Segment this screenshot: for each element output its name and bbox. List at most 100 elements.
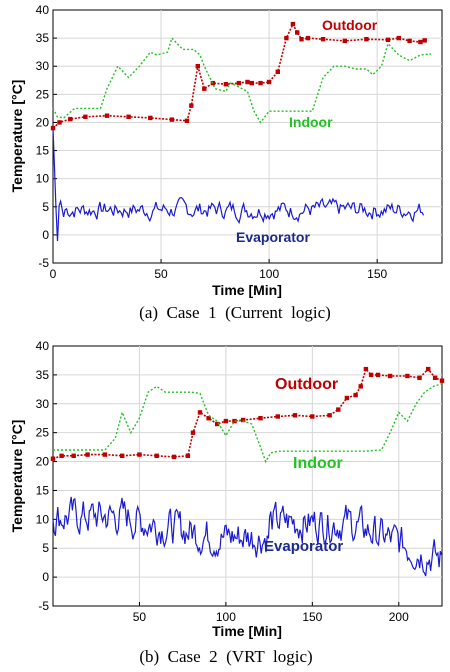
y-tick-label: -5 xyxy=(38,599,49,613)
series-marker-outdoor xyxy=(102,452,108,457)
x-axis-label-a: Time [Min] xyxy=(212,282,282,298)
y-tick-label: 25 xyxy=(36,87,50,101)
series-marker-outdoor xyxy=(396,35,401,41)
x-tick-label: 150 xyxy=(367,267,387,281)
series-line-indoor xyxy=(53,382,443,464)
series-marker-outdoor xyxy=(284,35,289,41)
series-marker-outdoor xyxy=(258,416,263,421)
series-marker-outdoor xyxy=(185,453,191,458)
x-ticks-a: 0 50 100 150 xyxy=(50,259,387,281)
y-tick-label: 15 xyxy=(36,144,50,158)
series-marker-outdoor xyxy=(223,82,229,87)
series-marker-outdoor xyxy=(439,378,445,383)
series-line-evaporator xyxy=(52,128,425,242)
series-marker-outdoor xyxy=(290,21,296,27)
series-marker-outdoor xyxy=(223,418,229,424)
x-tick-label: 100 xyxy=(259,267,279,281)
x-tick-label: 0 xyxy=(50,267,57,281)
series-marker-outdoor xyxy=(266,79,272,85)
y-tick-label: 20 xyxy=(36,455,50,469)
series-marker-outdoor xyxy=(258,80,263,86)
series-marker-outdoor xyxy=(154,453,159,458)
series-marker-outdoor xyxy=(407,38,412,44)
x-tick-label: 200 xyxy=(389,610,409,624)
x-tick-label: 150 xyxy=(302,610,322,624)
series-marker-outdoor xyxy=(342,38,347,44)
y-tick-label: 30 xyxy=(36,59,50,73)
series-marker-outdoor xyxy=(344,395,350,401)
series-marker-outdoor xyxy=(190,430,196,435)
y-tick-label: 10 xyxy=(36,172,50,186)
series-marker-outdoor xyxy=(432,375,438,380)
series-marker-outdoor xyxy=(245,79,250,85)
y-tick-label: 25 xyxy=(36,426,50,440)
y-tick-label: 35 xyxy=(36,368,50,382)
series-marker-outdoor xyxy=(189,103,194,108)
series-marker-outdoor xyxy=(426,366,431,372)
y-tick-label: 5 xyxy=(42,200,49,214)
series-marker-outdoor xyxy=(197,410,203,415)
series-marker-outdoor xyxy=(295,30,300,35)
series-line-indoor xyxy=(52,36,432,124)
caption-a: (a) Case 1 (Current logic) xyxy=(139,303,331,322)
caption-b: (b) Case 2 (VRT logic) xyxy=(139,647,312,666)
series-marker-outdoor xyxy=(405,373,410,379)
y-axis-label-a: Temperature [°C] xyxy=(9,80,25,193)
chart-panel-b: -5 0 5 10 15 20 25 30 35 40 50 100 150 200 Outdoor I… xyxy=(9,339,445,666)
series-marker-outdoor xyxy=(417,375,422,380)
series-marker-outdoor xyxy=(50,125,56,131)
plot-frame-a xyxy=(52,9,443,264)
y-tick-label: 30 xyxy=(36,397,50,411)
series-marker-outdoor xyxy=(232,418,237,424)
series-marker-outdoor xyxy=(336,407,341,412)
series-marker-outdoor xyxy=(104,113,110,118)
series-marker-outdoor xyxy=(327,413,332,418)
series-marker-outdoor xyxy=(137,452,142,457)
y-tick-label: 40 xyxy=(36,339,50,353)
series-marker-outdoor xyxy=(202,86,207,91)
series-marker-outdoor xyxy=(169,117,175,122)
series-marker-outdoor xyxy=(385,37,391,42)
series-marker-outdoor xyxy=(184,118,190,123)
series-marker-outdoor xyxy=(353,392,358,398)
x-tick-label: 100 xyxy=(216,610,236,624)
series-marker-outdoor xyxy=(364,37,369,42)
series-marker-outdoor xyxy=(236,80,242,86)
series-marker-outdoor xyxy=(363,366,369,372)
y-tick-label: 15 xyxy=(36,483,50,497)
series-marker-outdoor xyxy=(68,116,73,122)
series-label-evaporator-b: Evaporator xyxy=(264,538,343,555)
x-axis-label-b: Time [Min] xyxy=(212,623,282,639)
plot-frame-b xyxy=(52,345,443,607)
series-marker-outdoor xyxy=(387,373,393,379)
series-label-outdoor-b: Outdoor xyxy=(275,376,338,393)
y-tick-label: 5 xyxy=(42,541,49,555)
series-marker-outdoor xyxy=(320,37,326,42)
y-tick-label: -5 xyxy=(38,256,49,270)
y-ticks-a: -5 0 5 10 15 20 25 30 35 40 xyxy=(36,3,57,270)
y-tick-label: 20 xyxy=(36,115,50,129)
series-marker-outdoor xyxy=(310,414,315,419)
y-tick-label: 0 xyxy=(42,228,49,242)
series-label-outdoor-a: Outdoor xyxy=(322,17,378,33)
series-marker-outdoor xyxy=(126,114,131,119)
series-marker-outdoor xyxy=(422,38,427,43)
series-marker-outdoor xyxy=(83,114,88,119)
series-marker-outdoor xyxy=(50,456,56,461)
y-tick-label: 0 xyxy=(42,570,49,584)
series-marker-outdoor xyxy=(358,384,363,389)
series-line-outdoor xyxy=(52,22,425,129)
series-marker-outdoor xyxy=(195,64,200,69)
series-marker-outdoor xyxy=(275,414,280,419)
series-marker-outdoor xyxy=(368,372,374,378)
y-tick-label: 40 xyxy=(36,3,50,17)
series-marker-outdoor xyxy=(85,452,90,457)
series-marker-outdoor xyxy=(292,413,298,418)
series-marker-outdoor xyxy=(215,421,220,427)
series-a xyxy=(50,21,432,242)
series-marker-outdoor xyxy=(241,417,246,423)
series-label-indoor-b: Indoor xyxy=(293,455,343,472)
series-marker-outdoor xyxy=(375,372,381,378)
series-label-indoor-a: Indoor xyxy=(289,114,333,130)
